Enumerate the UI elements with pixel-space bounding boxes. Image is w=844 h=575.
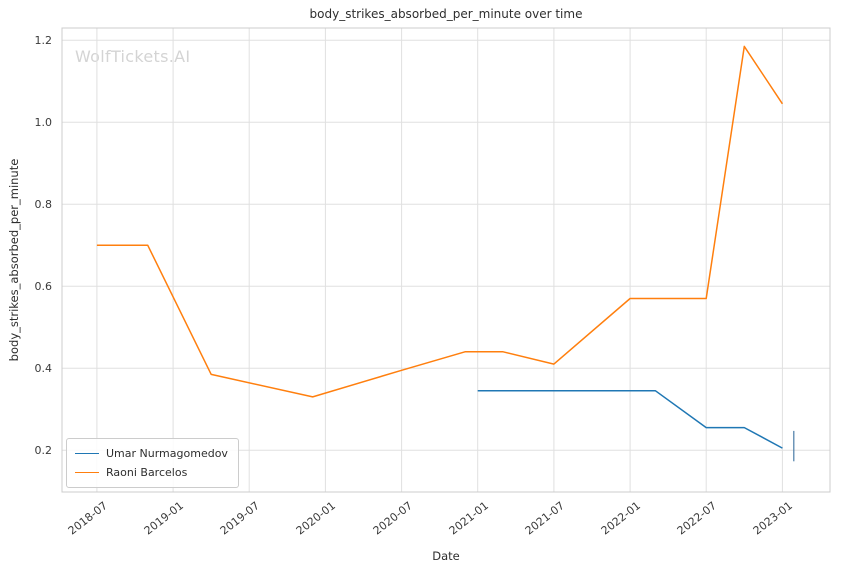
legend-label: Umar Nurmagomedov — [106, 447, 228, 460]
y-axis-label: body_strikes_absorbed_per_minute — [7, 158, 21, 362]
legend-item: Umar Nurmagomedov — [75, 444, 228, 463]
legend-label: Raoni Barcelos — [106, 466, 188, 479]
y-tick-label: 1.0 — [34, 115, 53, 129]
y-tick-label: 0.6 — [34, 279, 53, 293]
y-tick-label: 0.4 — [34, 361, 53, 375]
watermark: WolfTickets.AI — [75, 47, 191, 66]
y-tick-label: 1.2 — [34, 33, 53, 47]
legend: Umar Nurmagomedov Raoni Barcelos — [66, 438, 239, 488]
y-tick-label: 0.2 — [34, 443, 53, 457]
x-axis-label: Date — [432, 549, 460, 563]
legend-item: Raoni Barcelos — [75, 463, 228, 482]
plot-border — [61, 27, 831, 493]
y-tick-label: 0.8 — [34, 197, 53, 211]
legend-line-swatch — [75, 472, 99, 473]
chart-title: body_strikes_absorbed_per_minute over ti… — [309, 7, 583, 21]
series-line-umar-nurmagomedov — [477, 390, 783, 449]
legend-line-swatch — [75, 453, 99, 454]
series-line-raoni-barcelos — [96, 45, 784, 398]
